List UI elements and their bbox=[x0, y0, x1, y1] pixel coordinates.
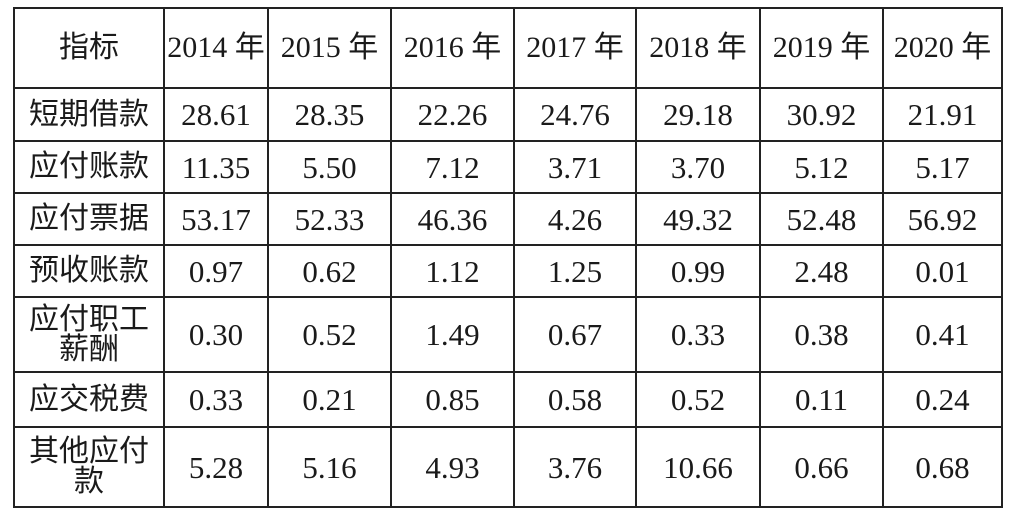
table-cell: 0.24 bbox=[882, 371, 1003, 428]
table-row: 应交税费 0.33 0.21 0.85 0.58 0.52 0.11 0.24 bbox=[13, 371, 1003, 428]
table-cell: 0.52 bbox=[635, 371, 761, 428]
table-cell: 5.17 bbox=[882, 140, 1003, 194]
table-cell: 29.18 bbox=[635, 87, 761, 142]
column-header-2017: 2017 年 bbox=[513, 7, 637, 89]
table-cell: 0.97 bbox=[163, 244, 269, 298]
table-cell: 0.52 bbox=[267, 296, 392, 373]
table-cell: 7.12 bbox=[390, 140, 515, 194]
table-cell: 0.99 bbox=[635, 244, 761, 298]
table-row: 应付票据 53.17 52.33 46.36 4.26 49.32 52.48 … bbox=[13, 192, 1003, 246]
table-cell: 0.41 bbox=[882, 296, 1003, 373]
table-cell: 0.58 bbox=[513, 371, 637, 428]
table-cell: 0.30 bbox=[163, 296, 269, 373]
table-cell: 1.12 bbox=[390, 244, 515, 298]
data-table: 指标 2014 年 2015 年 2016 年 2017 年 2018 年 20… bbox=[13, 7, 1003, 508]
table-cell: 5.28 bbox=[163, 426, 269, 508]
row-label: 预收账款 bbox=[13, 244, 165, 298]
row-label: 应付票据 bbox=[13, 192, 165, 246]
table-cell: 5.50 bbox=[267, 140, 392, 194]
table-cell: 52.48 bbox=[759, 192, 884, 246]
column-header-2016: 2016 年 bbox=[390, 7, 515, 89]
table-cell: 30.92 bbox=[759, 87, 884, 142]
column-header-2019: 2019 年 bbox=[759, 7, 884, 89]
row-label: 应付账款 bbox=[13, 140, 165, 194]
table-cell: 0.67 bbox=[513, 296, 637, 373]
column-header-2018: 2018 年 bbox=[635, 7, 761, 89]
table-cell: 5.12 bbox=[759, 140, 884, 194]
table-cell: 1.49 bbox=[390, 296, 515, 373]
column-header-2014: 2014 年 bbox=[163, 7, 269, 89]
table-cell: 5.16 bbox=[267, 426, 392, 508]
table-cell: 0.62 bbox=[267, 244, 392, 298]
table-cell: 2.48 bbox=[759, 244, 884, 298]
table-row: 应付职工薪酬 0.30 0.52 1.49 0.67 0.33 0.38 0.4… bbox=[13, 296, 1003, 373]
table-cell: 0.33 bbox=[635, 296, 761, 373]
column-header-2020: 2020 年 bbox=[882, 7, 1003, 89]
table-cell: 1.25 bbox=[513, 244, 637, 298]
row-label: 短期借款 bbox=[13, 87, 165, 142]
table-cell: 46.36 bbox=[390, 192, 515, 246]
table-cell: 0.68 bbox=[882, 426, 1003, 508]
table-cell: 4.93 bbox=[390, 426, 515, 508]
header-row: 指标 2014 年 2015 年 2016 年 2017 年 2018 年 20… bbox=[13, 7, 1003, 89]
table-cell: 0.85 bbox=[390, 371, 515, 428]
table-cell: 0.38 bbox=[759, 296, 884, 373]
table-cell: 0.01 bbox=[882, 244, 1003, 298]
row-label: 其他应付款 bbox=[13, 426, 165, 508]
row-label: 应交税费 bbox=[13, 371, 165, 428]
table-cell: 0.66 bbox=[759, 426, 884, 508]
table-container: 指标 2014 年 2015 年 2016 年 2017 年 2018 年 20… bbox=[13, 7, 1003, 508]
table-cell: 0.11 bbox=[759, 371, 884, 428]
table-cell: 56.92 bbox=[882, 192, 1003, 246]
table-cell: 0.33 bbox=[163, 371, 269, 428]
table-cell: 49.32 bbox=[635, 192, 761, 246]
table-cell: 0.21 bbox=[267, 371, 392, 428]
table-cell: 22.26 bbox=[390, 87, 515, 142]
table-cell: 28.61 bbox=[163, 87, 269, 142]
table-cell: 3.71 bbox=[513, 140, 637, 194]
table-cell: 3.76 bbox=[513, 426, 637, 508]
row-label: 应付职工薪酬 bbox=[13, 296, 165, 373]
table-cell: 52.33 bbox=[267, 192, 392, 246]
table-cell: 11.35 bbox=[163, 140, 269, 194]
table-row: 预收账款 0.97 0.62 1.12 1.25 0.99 2.48 0.01 bbox=[13, 244, 1003, 298]
table-cell: 53.17 bbox=[163, 192, 269, 246]
table-cell: 21.91 bbox=[882, 87, 1003, 142]
column-header-indicator: 指标 bbox=[13, 7, 165, 89]
table-row: 其他应付款 5.28 5.16 4.93 3.76 10.66 0.66 0.6… bbox=[13, 426, 1003, 508]
table-cell: 28.35 bbox=[267, 87, 392, 142]
table-row: 短期借款 28.61 28.35 22.26 24.76 29.18 30.92… bbox=[13, 87, 1003, 142]
table-cell: 24.76 bbox=[513, 87, 637, 142]
table-cell: 3.70 bbox=[635, 140, 761, 194]
column-header-2015: 2015 年 bbox=[267, 7, 392, 89]
table-cell: 10.66 bbox=[635, 426, 761, 508]
table-cell: 4.26 bbox=[513, 192, 637, 246]
table-row: 应付账款 11.35 5.50 7.12 3.71 3.70 5.12 5.17 bbox=[13, 140, 1003, 194]
